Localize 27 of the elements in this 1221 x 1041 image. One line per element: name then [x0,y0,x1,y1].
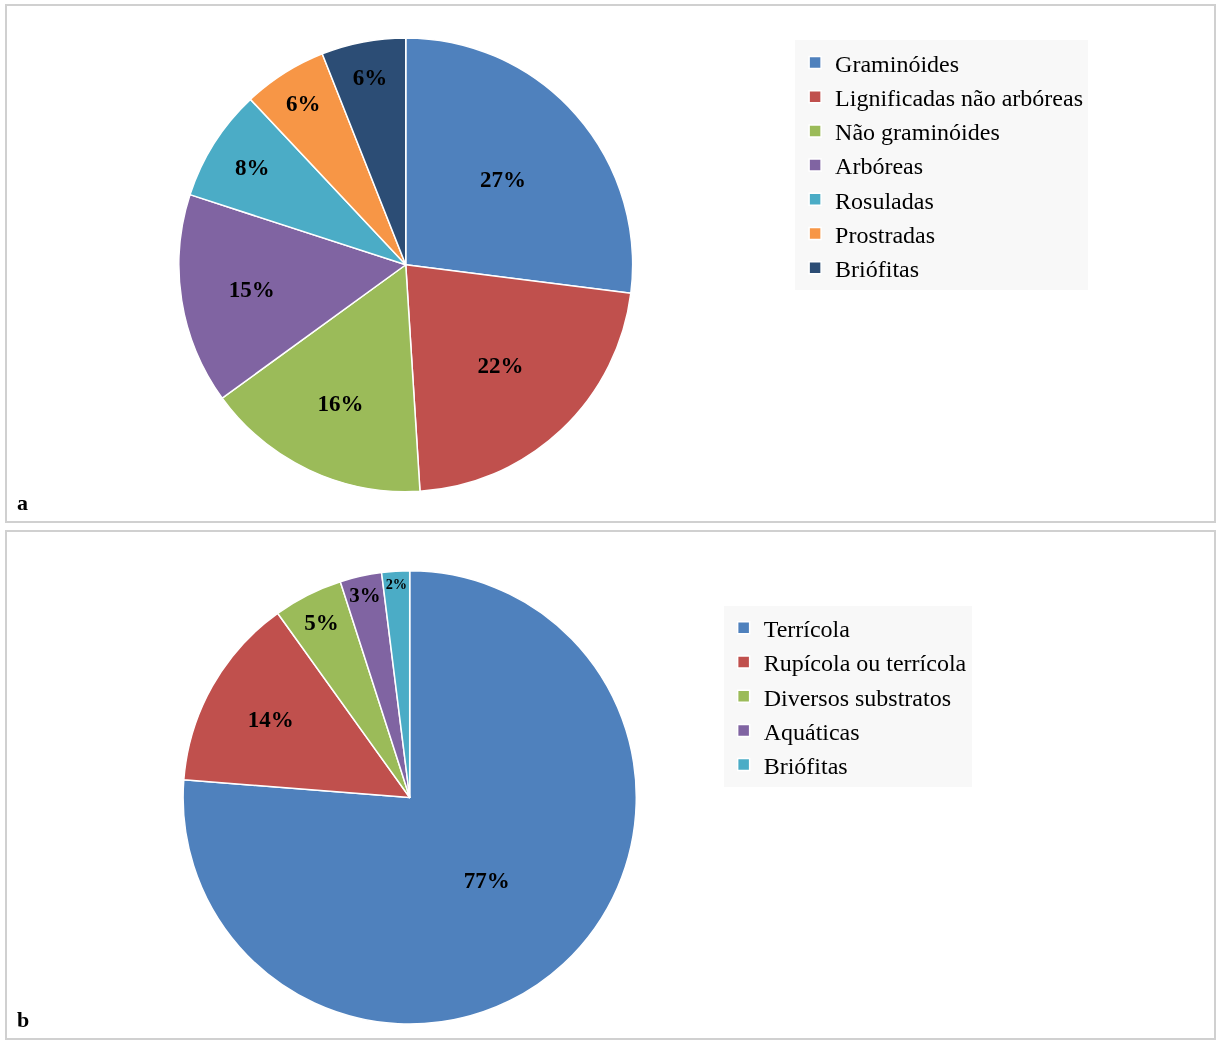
data-label: 8% [235,154,270,180]
legend-label: Terrícola [763,616,851,643]
legend-label: Lignificadas não arbóreas [835,85,1083,112]
legend-label: Arbóreas [835,153,924,180]
data-label: 14% [247,706,294,732]
legend-label: Rosuladas [835,187,934,214]
text: b [17,1007,30,1032]
data-label: 5% [304,609,339,635]
legend-label: Aquáticas [763,718,860,745]
data-label: 27% [479,166,526,192]
data-label: 15% [228,276,275,302]
data-label: 77% [463,868,510,894]
pie-slice [182,570,637,1025]
legend-label: Briófitas [835,256,920,283]
legend-label: Graminóides [835,50,960,77]
legend-label: Rupícola ou terrícola [763,650,967,677]
text: a [17,490,28,515]
data-label: 3% [349,582,381,607]
legend-label: Prostradas [835,221,936,248]
data-label: 6% [286,90,321,116]
legend-label: Não graminóides [835,119,1000,146]
data-label: 2% [385,576,408,593]
data-label: 6% [352,64,388,90]
data-label: 16% [317,390,364,416]
legend-label: Diversos substratos [763,684,951,711]
legend-label: Briófitas [763,752,848,779]
data-label: 22% [477,353,524,379]
